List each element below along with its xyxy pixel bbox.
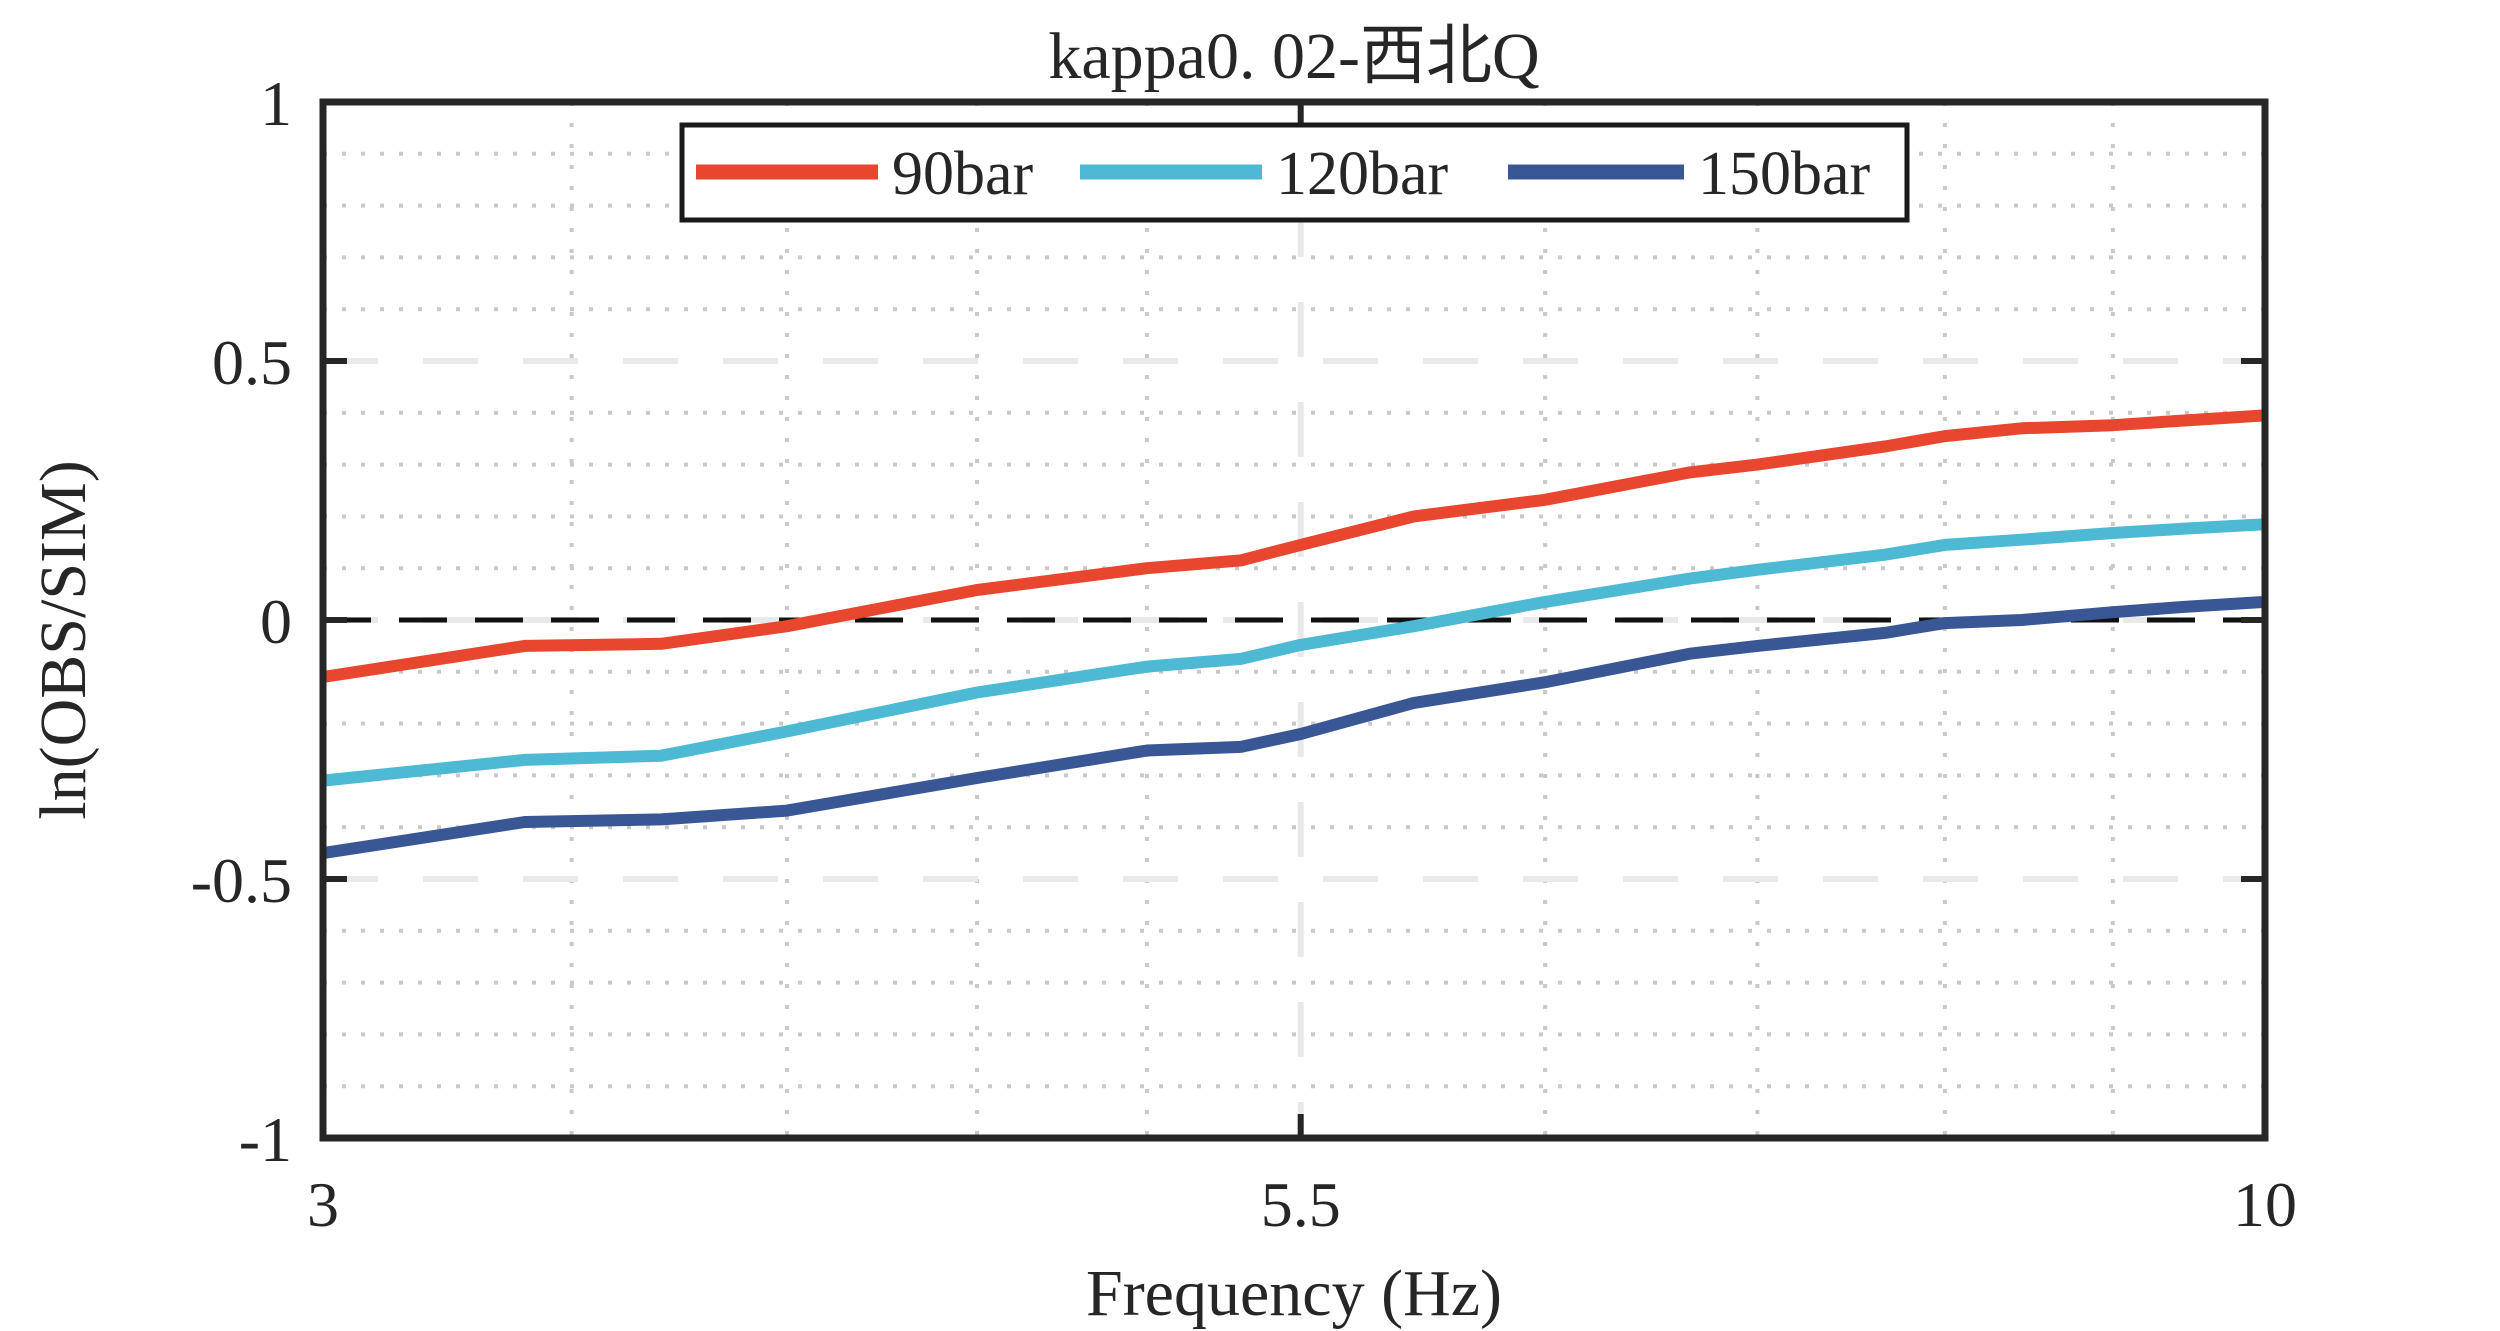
y-tick-label: -1	[239, 1104, 292, 1175]
y-axis-label: ln(OBS/SIM)	[27, 460, 100, 819]
series-line-150bar	[322, 595, 2266, 860]
legend-label-120bar: 120bar	[1276, 140, 1449, 208]
x-tick-label: 5.5	[1261, 1169, 1341, 1240]
chart-title: kappa0. 02-西北Q	[1048, 20, 1539, 93]
x-axis-label: Frequency (Hz)	[1086, 1257, 1502, 1330]
series-line-120bar	[322, 518, 2266, 787]
y-tick-label: 0.5	[212, 327, 292, 398]
y-tick-label: 0	[260, 586, 292, 657]
x-tick-label: 3	[307, 1169, 339, 1240]
y-tick-label: -0.5	[191, 845, 292, 916]
legend-entry-90bar: 90bar	[696, 140, 1034, 208]
legend-entry-120bar: 120bar	[1080, 140, 1449, 208]
legend-box	[679, 122, 1910, 223]
series-line-90bar	[322, 409, 2266, 683]
legend-label-150bar: 150bar	[1698, 140, 1871, 208]
legend-entry-150bar: 150bar	[1508, 140, 1871, 208]
legend-label-90bar: 90bar	[892, 140, 1034, 208]
data-curves	[322, 409, 2266, 860]
axis-tick-labels: 1 0.5 0 -0.5 -13 5.5 10	[191, 68, 2297, 1240]
minor-gridlines	[323, 102, 2265, 1138]
x-tick-label: 10	[2233, 1169, 2297, 1240]
plot-frame	[319, 98, 2269, 1142]
y-tick-label: 1	[260, 68, 292, 139]
legend: 90bar 120bar 150bar	[679, 122, 1910, 223]
